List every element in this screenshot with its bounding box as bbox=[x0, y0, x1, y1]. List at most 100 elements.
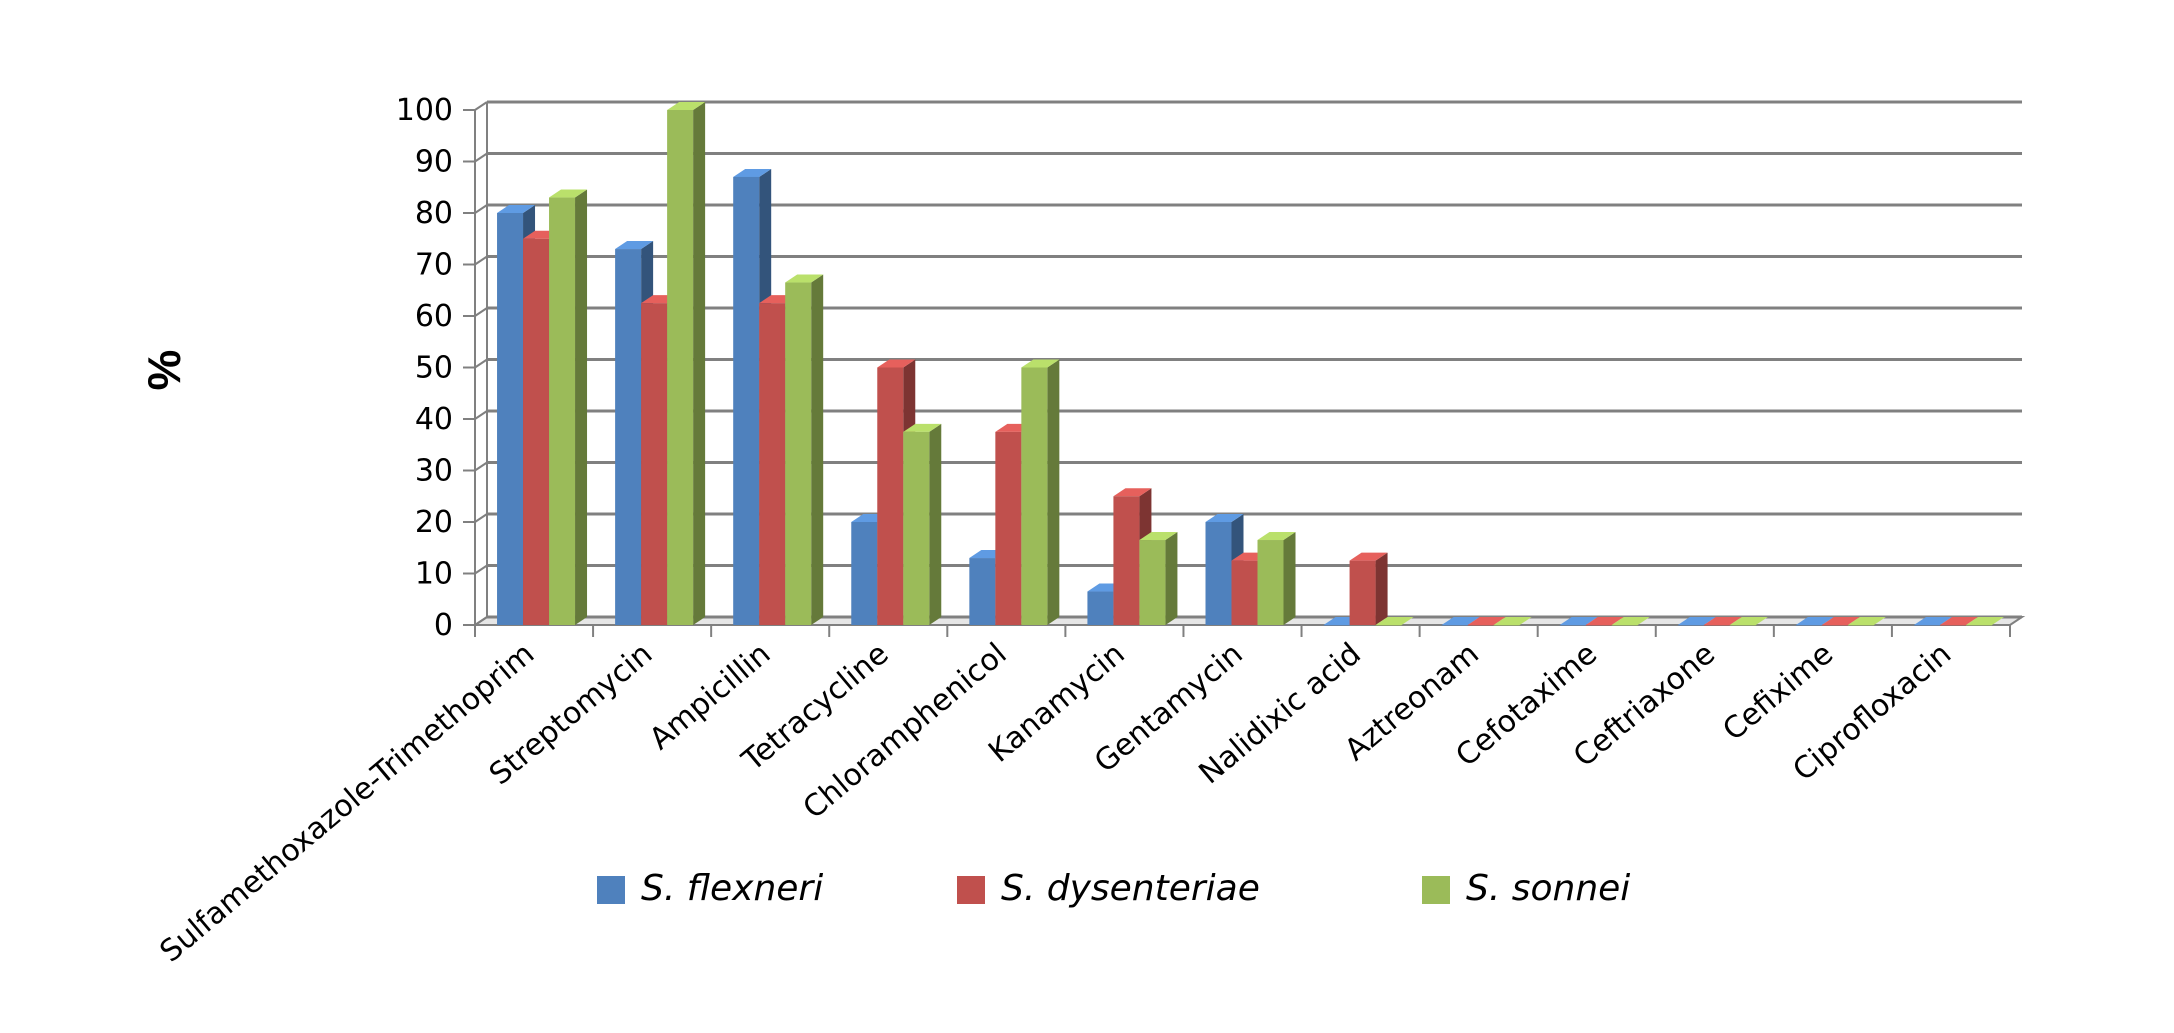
legend-swatch bbox=[597, 876, 625, 904]
bar-front bbox=[1493, 625, 1520, 626]
bar bbox=[1821, 617, 1860, 626]
bar-top bbox=[1585, 617, 1624, 625]
wall-gridline bbox=[474, 255, 488, 266]
bar-front bbox=[1467, 625, 1494, 626]
bar-side bbox=[1283, 532, 1296, 625]
bar-front bbox=[497, 213, 524, 625]
bar bbox=[549, 189, 588, 626]
bar-top bbox=[1611, 617, 1650, 625]
bar-top bbox=[1913, 617, 1952, 625]
bar-top bbox=[1939, 617, 1978, 625]
bar-front bbox=[1703, 625, 1730, 626]
bar bbox=[1795, 617, 1834, 626]
y-tick-label: 60 bbox=[415, 299, 453, 334]
bar-front bbox=[1205, 522, 1232, 625]
legend-item: S. flexneri bbox=[597, 868, 823, 909]
bar-top bbox=[1821, 617, 1860, 625]
bar-front bbox=[1611, 625, 1638, 626]
bar-top bbox=[1493, 617, 1532, 625]
y-axis-label: % bbox=[138, 350, 190, 391]
bar-front bbox=[1087, 591, 1114, 625]
wall-gridline bbox=[474, 152, 488, 163]
bar bbox=[1913, 617, 1952, 626]
bar-top bbox=[877, 359, 916, 368]
legend-item: S. dysenteriae bbox=[957, 868, 1260, 909]
bar bbox=[1847, 617, 1886, 626]
bar bbox=[1349, 552, 1388, 625]
bar bbox=[1703, 617, 1742, 626]
bar-front bbox=[1913, 625, 1940, 626]
bar-top bbox=[1257, 532, 1296, 541]
bar-top bbox=[667, 102, 706, 110]
bar-front bbox=[1939, 625, 1966, 626]
bar-front bbox=[1965, 625, 1992, 626]
bar-top bbox=[1441, 617, 1480, 625]
bar-front bbox=[903, 431, 930, 625]
bar-top bbox=[1703, 617, 1742, 625]
wall-gridline bbox=[474, 358, 488, 369]
bar bbox=[1611, 617, 1650, 626]
bar bbox=[1113, 488, 1152, 625]
wall-gridline bbox=[474, 307, 488, 317]
bar-front bbox=[995, 431, 1022, 625]
y-tick-label: 30 bbox=[415, 454, 453, 489]
wall-gridline bbox=[474, 513, 488, 523]
y-tick-label: 10 bbox=[415, 557, 453, 592]
legend-label: S. flexneri bbox=[641, 868, 823, 909]
gridlines bbox=[474, 100, 2022, 626]
bar bbox=[1257, 532, 1296, 625]
bar bbox=[1585, 617, 1624, 626]
bar-top bbox=[615, 241, 654, 250]
bar-top bbox=[1139, 532, 1178, 541]
wall-gridline bbox=[474, 101, 488, 111]
bar bbox=[1677, 617, 1716, 626]
bar-front bbox=[1113, 496, 1140, 625]
bar-side bbox=[1375, 552, 1388, 625]
bar bbox=[1441, 617, 1480, 626]
bar-top bbox=[1205, 514, 1244, 522]
wall-gridline bbox=[474, 616, 488, 626]
bar bbox=[667, 102, 706, 625]
wall-gridline bbox=[474, 461, 488, 472]
bar-front bbox=[523, 238, 550, 625]
bar bbox=[1493, 617, 1532, 626]
bar bbox=[1467, 617, 1506, 626]
bar-top bbox=[1965, 617, 2004, 625]
bar-top bbox=[1847, 617, 1886, 625]
bar-top bbox=[903, 423, 942, 432]
bar-top bbox=[1375, 617, 1414, 625]
y-tick-label: 40 bbox=[415, 402, 453, 437]
legend-label: S. sonnei bbox=[1466, 868, 1630, 909]
bar-side bbox=[575, 189, 588, 626]
bar-front bbox=[785, 282, 812, 625]
bar bbox=[903, 423, 942, 625]
bar-side bbox=[811, 274, 824, 625]
bar bbox=[1939, 617, 1978, 626]
bar-side bbox=[1165, 532, 1178, 625]
legend-label: S. dysenteriae bbox=[1001, 868, 1260, 909]
bar-front bbox=[1021, 367, 1048, 625]
bar-front bbox=[1559, 625, 1586, 626]
bar-top bbox=[785, 274, 824, 283]
bar-front bbox=[615, 249, 642, 626]
bar-top bbox=[1467, 617, 1506, 625]
legend-swatch bbox=[1422, 876, 1450, 904]
legend-swatch bbox=[957, 876, 985, 904]
legend: S. flexneri S. dysenteriae S. sonnei bbox=[597, 868, 1630, 909]
y-tick-label: 80 bbox=[415, 196, 453, 231]
bar-front bbox=[969, 558, 996, 625]
bar-side bbox=[1047, 359, 1060, 625]
x-category-label: Chloramphenicol bbox=[797, 636, 1014, 826]
y-tick-label: 90 bbox=[415, 145, 453, 180]
bar-front bbox=[1795, 625, 1822, 626]
bar-front bbox=[1139, 540, 1166, 625]
bar-front bbox=[1323, 625, 1350, 626]
legend-item: S. sonnei bbox=[1422, 868, 1630, 909]
bar-front bbox=[1729, 625, 1756, 626]
bar-top bbox=[1795, 617, 1834, 625]
bar-front bbox=[733, 176, 760, 625]
bar-side bbox=[929, 423, 942, 625]
bar bbox=[1021, 359, 1060, 625]
bar-top bbox=[497, 205, 536, 213]
